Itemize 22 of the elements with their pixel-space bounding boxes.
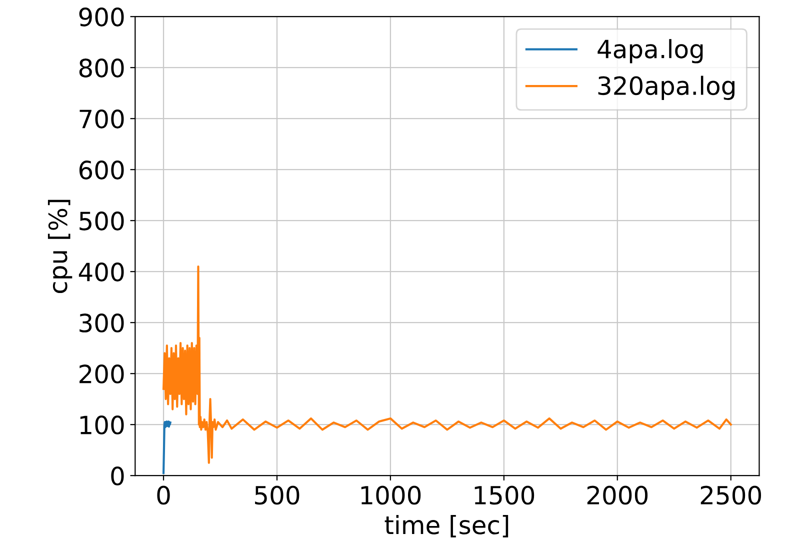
y-tick-label: 100 [80,416,124,434]
x-tick-label: 0 [157,486,170,505]
x-tick-label: 2000 [587,486,648,505]
legend-label: 320apa.log [598,76,734,100]
y-tick-label: 600 [79,160,124,180]
x-axis-title: time [sec] [384,515,508,538]
y-axis-title: cpu [%] [48,200,72,294]
y-tick-label: 400 [78,262,124,282]
line-series [162,265,732,464]
x-tick-label: 1000 [361,486,421,505]
y-tick-label: 900 [79,8,124,26]
x-tick-label: 1500 [474,486,534,505]
y-tick-label: 200 [80,364,124,384]
x-tick-label: 2500 [700,486,762,505]
x-tick-label: 500 [255,486,300,505]
y-tick-label: 700 [80,110,124,128]
y-tick-label: 0 [111,466,124,486]
y-tick-label: 800 [79,58,124,78]
line-series [162,420,172,474]
y-tick-label: 500 [80,212,124,230]
legend-label: 4apa.log [598,39,703,64]
y-tick-label: 300 [80,314,124,332]
